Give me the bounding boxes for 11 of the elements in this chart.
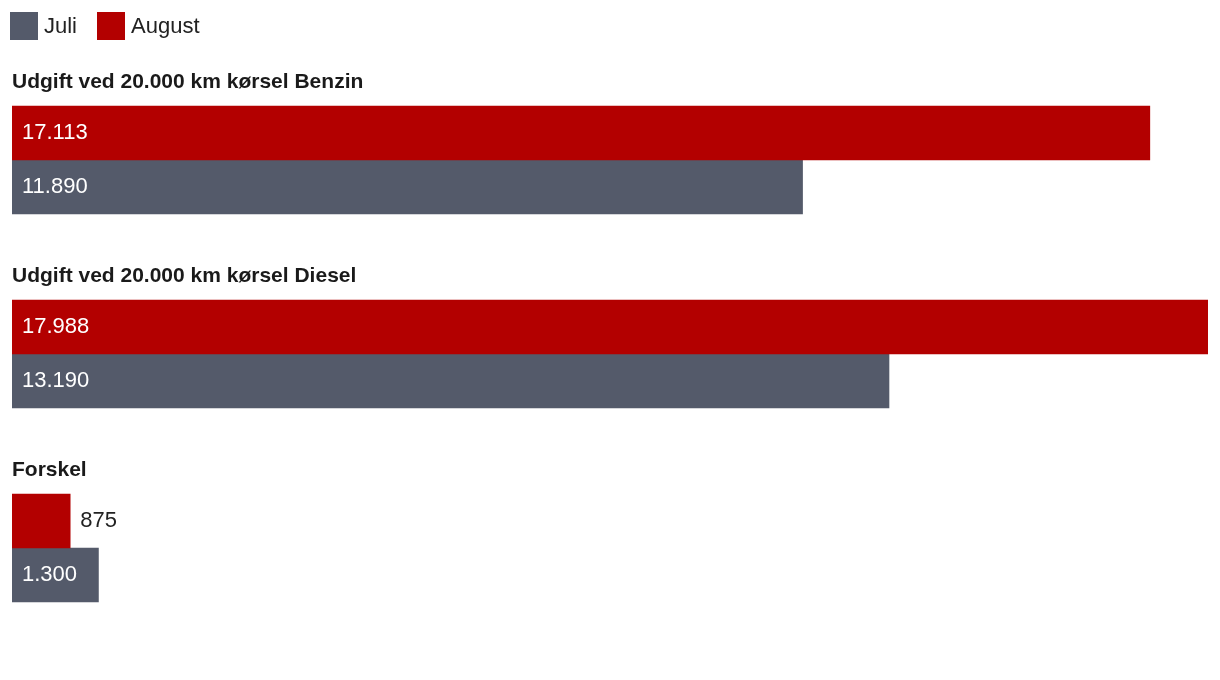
data-label: 13.190 [22,367,90,393]
y-tick-label: Udgift ved 20.000 km kørsel Diesel [12,262,357,286]
y-tick-label: Forskel [12,456,87,480]
data-label: 11.890 [22,173,88,199]
legend-label: August [131,13,200,39]
data-label: 17.113 [22,119,88,145]
data-label: 17.988 [22,313,90,339]
y-tick-label: Udgift ved 20.000 km kørsel Benzin [12,68,364,92]
legend-label: Juli [44,13,78,39]
data-label: 875 [80,507,117,533]
data-label: 1.300 [22,561,78,587]
